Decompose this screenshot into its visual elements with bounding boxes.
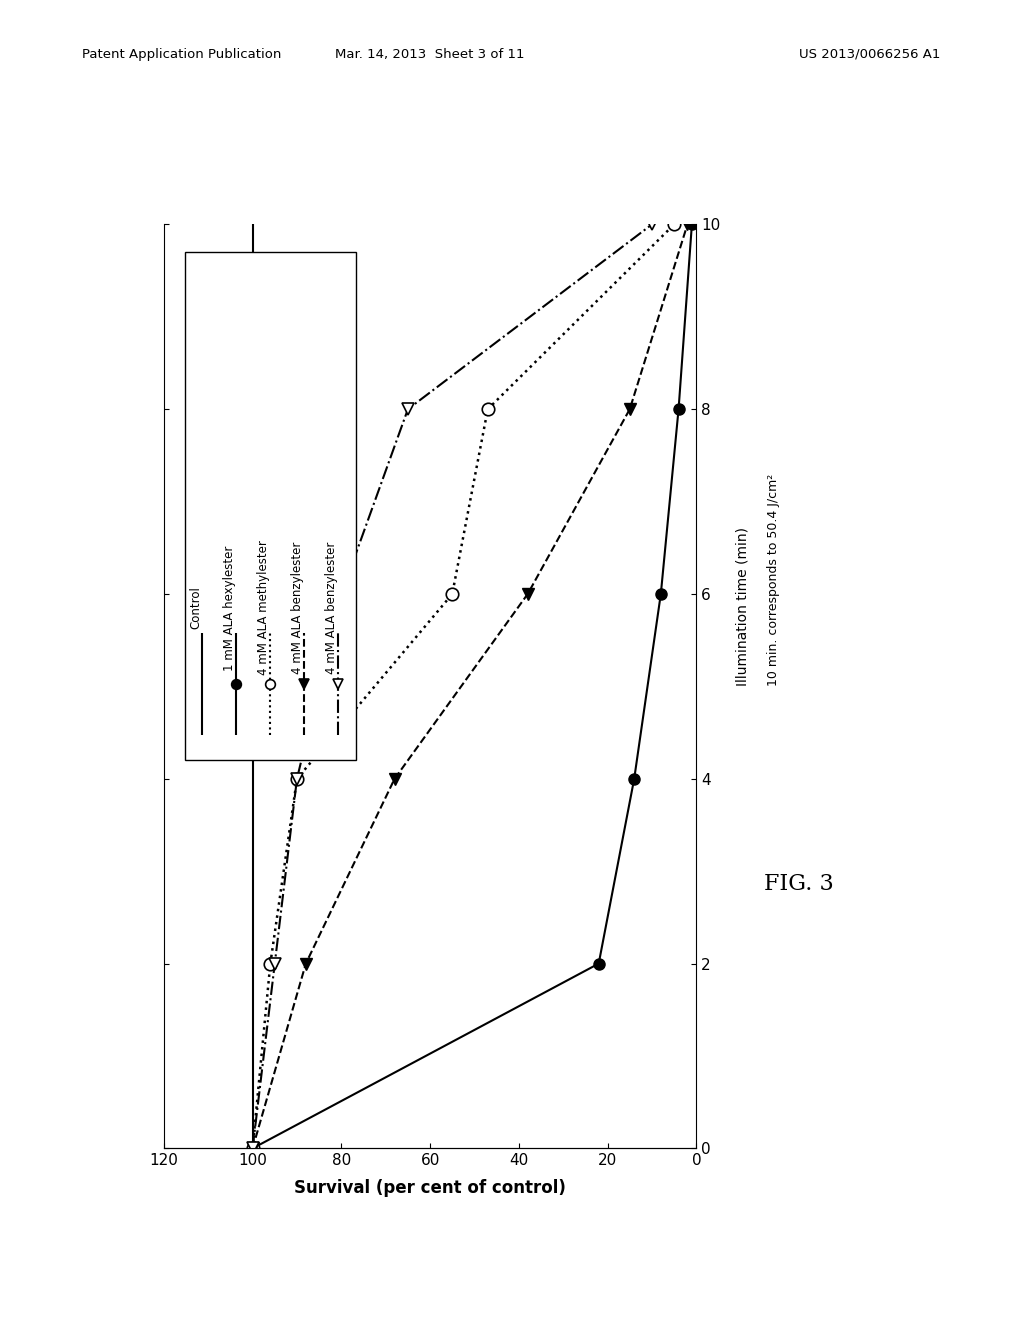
Text: Mar. 14, 2013  Sheet 3 of 11: Mar. 14, 2013 Sheet 3 of 11 bbox=[335, 48, 525, 61]
Text: Patent Application Publication: Patent Application Publication bbox=[82, 48, 282, 61]
Bar bbox=[185, 252, 355, 760]
Text: 10 min. corresponds to 50.4 J/cm²: 10 min. corresponds to 50.4 J/cm² bbox=[767, 474, 779, 686]
Text: 4 mM ALA benzylester: 4 mM ALA benzylester bbox=[326, 541, 339, 675]
Text: 4 mM ALA methylester: 4 mM ALA methylester bbox=[257, 540, 270, 676]
Text: 1 mM ALA hexylester: 1 mM ALA hexylester bbox=[223, 545, 237, 671]
Text: FIG. 3: FIG. 3 bbox=[764, 874, 834, 895]
Text: 4 mM ALA benzylester: 4 mM ALA benzylester bbox=[292, 541, 304, 675]
Text: US 2013/0066256 A1: US 2013/0066256 A1 bbox=[799, 48, 940, 61]
Text: Control: Control bbox=[189, 586, 202, 630]
Text: Illumination time (min): Illumination time (min) bbox=[735, 528, 750, 686]
X-axis label: Survival (per cent of control): Survival (per cent of control) bbox=[294, 1179, 566, 1197]
